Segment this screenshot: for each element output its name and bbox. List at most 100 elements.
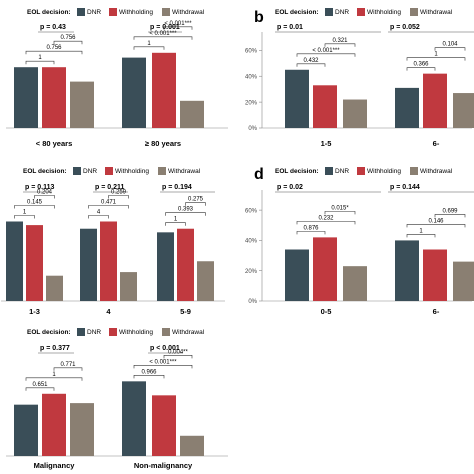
bar-dnr: [285, 69, 309, 128]
comparison-bracket: [53, 40, 83, 45]
legend-label-dnr: DNR: [83, 168, 97, 175]
legend-swatch-withholding: [357, 167, 365, 175]
legend-label-dnr: DNR: [335, 168, 349, 175]
legend-label-withdrawal: Withdrawal: [420, 9, 453, 16]
comparison-p-label: 0.966: [141, 369, 157, 375]
legend-title: EOL decision:: [275, 168, 319, 175]
legend: EOL decision: DNR Withholding Withdrawal: [27, 8, 205, 16]
bar-withholding: [42, 393, 66, 456]
y-tick-label: 60%: [245, 208, 258, 214]
chart-panel: d EOL decision: DNR Withholding Withdrawal 0%…: [245, 166, 474, 316]
bar-withdrawal: [197, 261, 214, 301]
legend-swatch-withdrawal: [162, 8, 170, 16]
bar-dnr: [395, 240, 419, 301]
group-p-value: p = 0.01: [277, 24, 303, 31]
comparison-p-label: 1: [23, 209, 27, 215]
comparison-p-label: 0.004**: [168, 349, 188, 355]
legend-label-withdrawal: Withdrawal: [420, 168, 453, 175]
bar-dnr: [6, 221, 23, 301]
x-tick-label: Malignancy: [34, 461, 76, 470]
legend-label-withdrawal: Withdrawal: [172, 329, 205, 336]
comparison-bracket: [296, 53, 356, 57]
bar-withdrawal: [180, 100, 204, 128]
legend-swatch-dnr: [77, 328, 85, 336]
y-tick-label: 40%: [245, 239, 258, 245]
legend-label-dnr: DNR: [87, 9, 101, 16]
chart-panel: b EOL decision: DNR Withholding Withdrawal 0%…: [245, 8, 474, 148]
legend-label-withdrawal: Withdrawal: [168, 168, 201, 175]
comparison-bracket: [34, 195, 55, 199]
comparison-p-label: 0.756: [60, 35, 76, 41]
group-p-value: p = 0.377: [40, 345, 70, 352]
comparison-p-label: 0.366: [413, 62, 429, 68]
bar-dnr: [285, 249, 309, 301]
comparison-p-label: < 0.001***: [312, 48, 340, 54]
group-p-value: p = 0.211: [95, 184, 124, 191]
bar-withdrawal: [46, 275, 63, 301]
comparison-p-label: 0.771: [60, 362, 76, 368]
comparison-bracket: [14, 215, 35, 219]
comparison-bracket: [14, 205, 55, 209]
comparison-p-label: 1: [434, 52, 438, 58]
group-p-value: p = 0.113: [25, 184, 54, 191]
y-tick-label: 0%: [248, 299, 257, 305]
comparison-bracket: [165, 212, 206, 216]
comparison-p-label: 0.432: [303, 58, 319, 64]
x-tick-label: 1-3: [29, 307, 40, 316]
comparison-p-label: 0.393: [178, 207, 194, 213]
comparison-p-label: 4: [97, 209, 101, 215]
legend: EOL decision: DNR Withholding Withdrawal: [23, 167, 201, 175]
comparison-p-label: 0.275: [188, 197, 204, 203]
comparison-bracket: [296, 231, 326, 235]
comparison-bracket: [406, 224, 466, 228]
group-p-value: p = 0.001: [150, 24, 180, 31]
legend-swatch-withdrawal: [162, 328, 170, 336]
comparison-bracket: [296, 63, 326, 67]
y-tick-label: 0%: [248, 126, 257, 132]
legend-label-withholding: Withholding: [367, 9, 401, 16]
comparison-p-label: 0.232: [318, 215, 334, 221]
comparison-p-label: 0.015*: [331, 205, 349, 211]
legend-label-withholding: Withholding: [119, 9, 153, 16]
legend-swatch-withdrawal: [410, 167, 418, 175]
panel-label: d: [254, 166, 264, 183]
comparison-bracket: [133, 375, 165, 379]
x-tick-label: 4: [106, 307, 111, 316]
bar-withdrawal: [343, 266, 367, 301]
comparison-bracket: [163, 355, 193, 359]
comparison-bracket: [25, 50, 83, 55]
x-tick-label: 6-: [433, 139, 440, 148]
y-tick-label: 20%: [245, 269, 258, 275]
x-tick-label: 0-5: [321, 307, 332, 316]
comparison-bracket: [434, 47, 466, 51]
comparison-bracket: [406, 234, 436, 238]
legend-swatch-dnr: [73, 167, 81, 175]
comparison-p-label: 0.876: [303, 225, 319, 231]
legend-swatch-withholding: [109, 328, 117, 336]
bar-withdrawal: [180, 435, 204, 456]
comparison-p-label: 0.204: [37, 189, 53, 195]
comparison-bracket: [53, 367, 83, 371]
comparison-bracket: [88, 205, 129, 209]
legend-swatch-withdrawal: [410, 8, 418, 16]
x-tick-label: 5-9: [180, 307, 191, 316]
legend-swatch-withholding: [105, 167, 113, 175]
bar-withdrawal: [453, 93, 474, 128]
comparison-bracket: [133, 36, 193, 40]
bar-withholding: [313, 85, 337, 128]
y-tick-label: 60%: [245, 49, 258, 55]
legend-title: EOL decision:: [27, 9, 71, 16]
legend-title: EOL decision:: [27, 329, 71, 336]
comparison-p-label: 0.146: [428, 218, 444, 224]
group-p-value: p < 0.001: [150, 345, 180, 352]
chart-panel: EOL decision: DNR Withholding Withdrawal Mal…: [6, 328, 228, 470]
comparison-p-label: 0.756: [46, 45, 62, 51]
group-p-value: p = 0.052: [390, 24, 420, 31]
comparison-bracket: [406, 67, 436, 71]
group-p-value: p = 0.43: [40, 24, 66, 31]
y-tick-label: 40%: [245, 74, 258, 80]
legend-swatch-dnr: [77, 8, 85, 16]
comparison-bracket: [434, 214, 466, 218]
comparison-bracket: [324, 43, 356, 47]
comparison-bracket: [406, 57, 466, 61]
